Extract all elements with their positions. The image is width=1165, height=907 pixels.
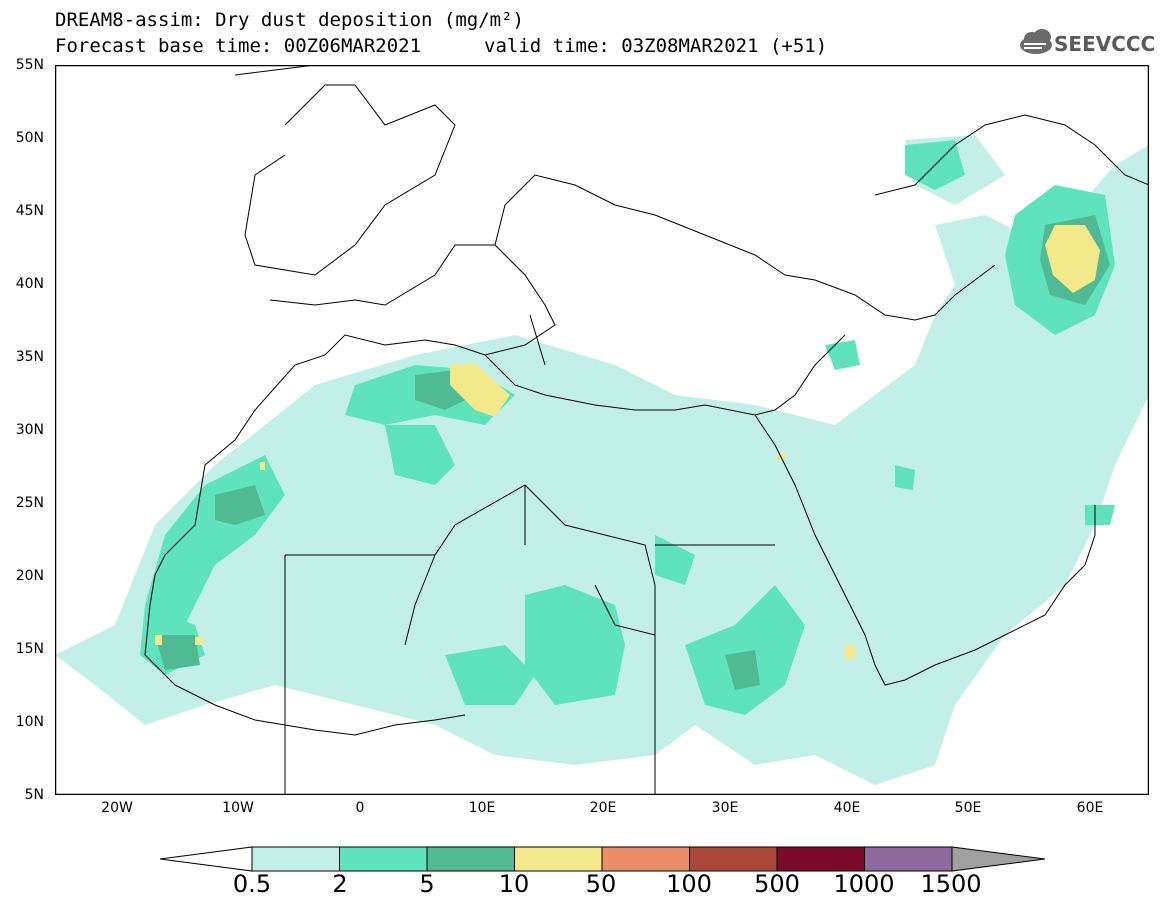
lon-label-10w: 10W	[222, 800, 254, 816]
lat-label-10n: 10N	[15, 714, 44, 730]
lat-label-30n: 30N	[15, 422, 44, 438]
lat-label-5n: 5N	[24, 787, 44, 803]
lat-label-25n: 25N	[15, 495, 44, 511]
legend-label: 50	[585, 870, 617, 898]
legend-color-cell	[251, 846, 340, 872]
legend-arrow-right	[951, 846, 1045, 872]
legend-color-cell	[601, 846, 690, 872]
legend-color-cell	[426, 846, 515, 872]
legend-label: 0.5	[232, 870, 272, 898]
lat-label-40n: 40N	[15, 276, 44, 292]
lat-label-20n: 20N	[15, 568, 44, 584]
lat-label-55n: 55N	[15, 57, 44, 73]
deposition-layer-yellow	[155, 225, 1100, 659]
legend-label: 5	[419, 870, 435, 898]
legend-arrow-left	[160, 846, 253, 872]
forecast-base-time: Forecast base time: 00Z06MAR2021	[55, 35, 422, 57]
legend-color-cell	[776, 846, 865, 872]
legend-color-cell	[514, 846, 603, 872]
map-title: DREAM8-assim: Dry dust deposition (mg/m²…	[55, 9, 524, 31]
valid-time: valid time: 03Z08MAR2021 (+51)	[484, 35, 828, 57]
coastlines	[144, 65, 1149, 795]
color-legend-bar	[160, 846, 1045, 872]
dust-deposition-map	[55, 65, 1149, 795]
lat-label-45n: 45N	[15, 203, 44, 219]
legend-label: 1000	[833, 870, 895, 898]
legend-color-cell	[339, 846, 428, 872]
legend-color-cell	[689, 846, 778, 872]
lat-label-35n: 35N	[15, 349, 44, 365]
lon-label-0: 0	[355, 800, 365, 816]
legend-label: 1500	[920, 870, 982, 898]
logo-text: SEEVCCC	[1054, 32, 1156, 56]
legend-color-cell	[864, 846, 953, 872]
lon-label-10e: 10E	[468, 800, 496, 816]
lon-label-20e: 20E	[589, 800, 617, 816]
legend-label: 500	[754, 870, 800, 898]
lat-label-50n: 50N	[15, 130, 44, 146]
lon-label-20w: 20W	[101, 800, 133, 816]
cloud-icon	[1020, 29, 1052, 54]
legend-label: 100	[666, 870, 712, 898]
lon-label-30e: 30E	[711, 800, 739, 816]
lon-label-50e: 50E	[954, 800, 982, 816]
lon-label-60e: 60E	[1076, 800, 1104, 816]
legend-label: 10	[498, 870, 530, 898]
legend-label: 2	[332, 870, 348, 898]
lon-label-40e: 40E	[833, 800, 861, 816]
lat-label-15n: 15N	[15, 641, 44, 657]
